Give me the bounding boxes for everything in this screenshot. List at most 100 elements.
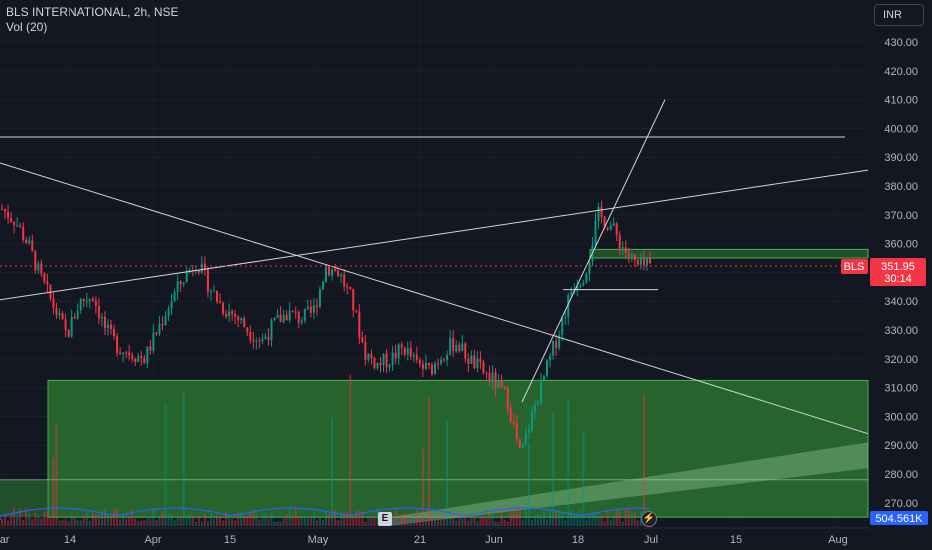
volume-bar xyxy=(276,521,279,526)
candle-body xyxy=(288,310,291,321)
candle-body xyxy=(546,360,549,376)
last-price-bg xyxy=(870,258,926,286)
y-tick-label: 370.00 xyxy=(884,210,918,222)
volume-bar xyxy=(155,520,158,526)
candle-body xyxy=(249,332,252,341)
volume-bar xyxy=(633,511,636,526)
volume-bar xyxy=(418,519,421,526)
volume-bar xyxy=(13,508,16,526)
volume-bar xyxy=(464,512,467,526)
candle-body xyxy=(137,355,140,362)
volume-bar xyxy=(415,510,418,526)
candle-body xyxy=(255,340,258,342)
volume-bar xyxy=(116,508,119,526)
candle-body xyxy=(434,363,437,375)
volume-indicator-label[interactable]: Vol (20) xyxy=(6,20,48,34)
volume-bar xyxy=(612,515,615,526)
candle-body xyxy=(222,302,225,314)
volume-bar xyxy=(237,512,240,526)
candle-body xyxy=(361,337,364,343)
volume-bar xyxy=(167,514,170,526)
candle-body xyxy=(94,301,97,306)
candle-body xyxy=(446,354,449,360)
volume-bar xyxy=(328,513,331,526)
candle-body xyxy=(161,324,164,326)
volume-bar xyxy=(173,520,176,526)
x-tick-label: 14 xyxy=(64,534,76,546)
candle-body xyxy=(579,285,582,287)
volume-bar xyxy=(609,519,612,526)
candle-body xyxy=(443,359,446,361)
earnings-event-badge[interactable]: E xyxy=(378,512,392,526)
volume-bar xyxy=(364,521,367,526)
candle-body xyxy=(228,311,231,317)
candle-body xyxy=(449,338,452,355)
candle-body xyxy=(1,209,3,211)
chart-zones xyxy=(0,248,869,526)
candle-body xyxy=(300,320,303,323)
demand-zone xyxy=(47,379,869,518)
x-tick-label: May xyxy=(308,534,329,546)
bolt-icon[interactable]: ⚡ xyxy=(641,511,657,527)
candle-body xyxy=(473,355,476,369)
symbol-header[interactable]: BLS INTERNATIONAL, 2h, NSE xyxy=(6,5,179,19)
candle-body xyxy=(400,344,403,348)
candle-body xyxy=(409,347,412,357)
candle-body xyxy=(173,291,176,302)
volume-bar xyxy=(512,510,515,526)
candle-body xyxy=(437,363,440,365)
candle-body xyxy=(328,266,331,276)
candle-body xyxy=(394,352,397,359)
volume-bar xyxy=(561,512,564,526)
y-tick-label: 360.00 xyxy=(884,239,918,251)
volume-bar xyxy=(443,508,446,526)
candle-body xyxy=(58,313,61,316)
volume-bar xyxy=(25,509,28,526)
candle-body xyxy=(403,347,406,355)
candle-body xyxy=(627,253,630,257)
candle-body xyxy=(639,258,642,265)
volume-bar xyxy=(615,509,618,526)
candle-body xyxy=(385,353,388,368)
volume-bar xyxy=(349,374,352,526)
y-tick-label: 390.00 xyxy=(884,152,918,164)
candle-body xyxy=(70,317,73,337)
candle-body xyxy=(518,438,521,448)
volume-bar xyxy=(179,517,182,526)
volume-bar xyxy=(40,518,43,526)
descending-trendline xyxy=(0,162,869,435)
volume-bar xyxy=(391,520,394,526)
candle-body xyxy=(234,314,237,317)
volume-bar xyxy=(627,509,630,526)
candle-body xyxy=(28,240,31,244)
volume-bar xyxy=(340,512,343,526)
candle-body xyxy=(618,234,621,249)
x-tick-label: 21 xyxy=(414,534,426,546)
currency-button[interactable]: INR xyxy=(874,4,924,26)
volume-bar xyxy=(585,519,588,526)
candle-body xyxy=(430,364,433,375)
candle-body xyxy=(645,258,648,266)
candle-body xyxy=(615,223,618,235)
candle-body xyxy=(476,358,479,369)
candle-body xyxy=(470,355,473,364)
volume-bar xyxy=(370,517,373,526)
y-tick-label: 300.00 xyxy=(884,411,918,423)
volume-bar xyxy=(37,515,40,526)
candle-body xyxy=(282,314,285,323)
volume-bar xyxy=(533,515,536,526)
volume-bar xyxy=(297,517,300,526)
volume-bar xyxy=(140,520,143,526)
volume-bar xyxy=(252,508,255,526)
candle-body xyxy=(455,344,458,352)
candle-body xyxy=(373,357,376,369)
volume-bar xyxy=(506,521,509,526)
volume-bar xyxy=(228,516,231,526)
candle-body xyxy=(158,324,161,334)
volume-bar xyxy=(128,516,131,526)
candle-body xyxy=(119,352,122,354)
candle-body xyxy=(421,363,424,369)
volume-bar xyxy=(58,520,61,526)
volume-bar xyxy=(394,508,397,526)
